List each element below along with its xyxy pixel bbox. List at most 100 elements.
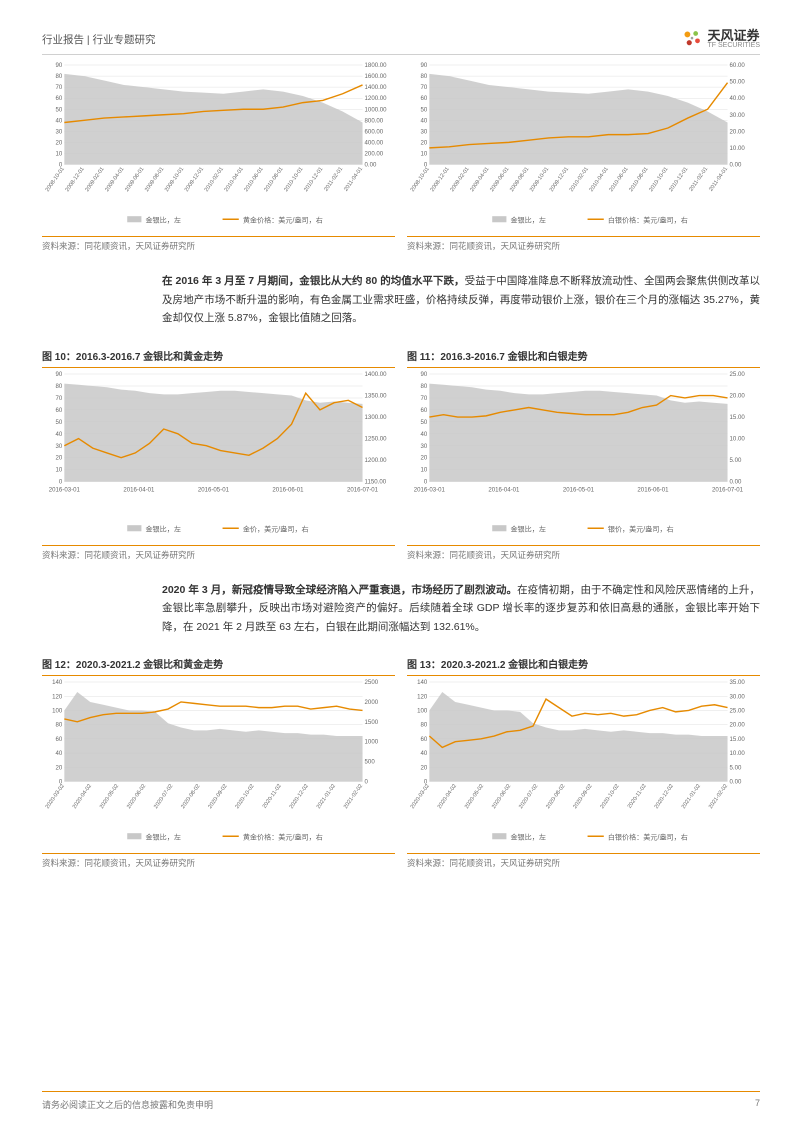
svg-text:2010-02-01: 2010-02-01 — [569, 166, 590, 193]
svg-text:2008-10-01: 2008-10-01 — [45, 166, 66, 193]
breadcrumb: 行业报告 | 行业专题研究 — [42, 32, 156, 47]
svg-text:2016-03-01: 2016-03-01 — [49, 486, 81, 493]
paragraph-1: 在 2016 年 3 月至 7 月期间，金银比从大约 80 的均值水平下跌，受益… — [42, 272, 760, 327]
svg-text:70: 70 — [421, 395, 428, 402]
svg-text:25.00: 25.00 — [730, 371, 746, 378]
svg-text:2009-04-01: 2009-04-01 — [104, 166, 125, 193]
svg-text:2020-03-02: 2020-03-02 — [45, 783, 66, 810]
svg-text:40.00: 40.00 — [730, 95, 746, 102]
chart-c12: 0204060801001201400500100015002000250020… — [42, 678, 395, 851]
svg-text:2020-10-02: 2020-10-02 — [599, 783, 620, 810]
svg-text:2021-01-02: 2021-01-02 — [316, 783, 337, 810]
svg-text:60.00: 60.00 — [730, 62, 746, 69]
svg-text:120: 120 — [52, 693, 63, 700]
svg-text:2016-04-01: 2016-04-01 — [123, 486, 155, 493]
svg-text:20.00: 20.00 — [730, 722, 746, 729]
svg-text:80: 80 — [56, 73, 63, 80]
svg-text:2021-01-02: 2021-01-02 — [681, 783, 702, 810]
svg-text:2009-02-01: 2009-02-01 — [84, 166, 105, 193]
svg-text:40: 40 — [56, 750, 63, 757]
chart-c8-source: 资料来源：同花顺资讯，天风证券研究所 — [42, 236, 395, 252]
svg-text:2020-12-02: 2020-12-02 — [289, 783, 310, 810]
svg-text:60: 60 — [56, 406, 63, 413]
svg-text:20.00: 20.00 — [730, 392, 746, 399]
svg-text:2020-05-02: 2020-05-02 — [464, 783, 485, 810]
svg-text:1200.00: 1200.00 — [365, 457, 388, 464]
svg-text:30: 30 — [421, 442, 428, 449]
svg-text:2020-12-02: 2020-12-02 — [654, 783, 675, 810]
svg-text:30.00: 30.00 — [730, 693, 746, 700]
svg-text:60: 60 — [421, 95, 428, 102]
svg-text:25.00: 25.00 — [730, 708, 746, 715]
svg-text:50: 50 — [421, 418, 428, 425]
footer-disclaimer: 请务必阅读正文之后的信息披露和免责申明 — [42, 1098, 213, 1111]
svg-text:1350.00: 1350.00 — [365, 392, 388, 399]
svg-text:白银价格：美元/盎司，右: 白银价格：美元/盎司，右 — [608, 215, 688, 224]
svg-text:1500: 1500 — [365, 719, 379, 726]
svg-text:10: 10 — [421, 150, 428, 157]
svg-text:0.00: 0.00 — [730, 779, 742, 786]
svg-text:20: 20 — [56, 139, 63, 146]
svg-text:2009-10-01: 2009-10-01 — [529, 166, 550, 193]
svg-text:80: 80 — [56, 383, 63, 390]
svg-text:1800.00: 1800.00 — [365, 62, 388, 69]
svg-text:2008-12-01: 2008-12-01 — [65, 166, 86, 193]
logo: 天风证券 TF SECURITIES — [681, 28, 760, 50]
svg-text:2011-04-01: 2011-04-01 — [708, 166, 729, 192]
svg-text:30: 30 — [56, 128, 63, 135]
svg-text:1250.00: 1250.00 — [365, 435, 388, 442]
chart-c8: 01020304050607080900.00200.00400.00600.0… — [42, 61, 395, 234]
para2-bold: 2020 年 3 月，新冠疫情导致全球经济陷入严重衰退，市场经历了剧烈波动。 — [162, 584, 517, 596]
svg-text:15.00: 15.00 — [730, 414, 746, 421]
svg-text:2009-04-01: 2009-04-01 — [469, 166, 490, 193]
svg-text:2020-07-02: 2020-07-02 — [153, 783, 174, 810]
svg-text:600.00: 600.00 — [365, 128, 384, 135]
svg-text:5.00: 5.00 — [730, 457, 742, 464]
svg-text:30.00: 30.00 — [730, 112, 746, 119]
svg-text:20: 20 — [421, 764, 428, 771]
svg-text:2020-05-02: 2020-05-02 — [99, 783, 120, 810]
svg-text:10.00: 10.00 — [730, 145, 746, 152]
svg-text:2010-06-01: 2010-06-01 — [244, 166, 265, 193]
svg-text:2010-08-01: 2010-08-01 — [263, 166, 284, 193]
chart-c10-source: 资料来源：同花顺资讯，天风证券研究所 — [42, 545, 395, 561]
svg-text:0.00: 0.00 — [365, 161, 377, 168]
logo-text-en: TF SECURITIES — [707, 42, 760, 49]
svg-text:2009-10-01: 2009-10-01 — [164, 166, 185, 193]
svg-text:50: 50 — [56, 418, 63, 425]
svg-text:80: 80 — [421, 722, 428, 729]
svg-text:2010-12-01: 2010-12-01 — [303, 166, 324, 193]
svg-text:2021-02-02: 2021-02-02 — [708, 783, 729, 810]
svg-text:20: 20 — [56, 764, 63, 771]
svg-text:白银价格：美元/盎司，右: 白银价格：美元/盎司，右 — [608, 832, 688, 841]
svg-text:2009-02-01: 2009-02-01 — [449, 166, 470, 193]
svg-text:金银比，左: 金银比，左 — [510, 524, 545, 533]
svg-text:40: 40 — [56, 430, 63, 437]
svg-text:2021-02-02: 2021-02-02 — [343, 783, 364, 810]
logo-text-cn: 天风证券 — [707, 29, 760, 42]
svg-text:20: 20 — [421, 139, 428, 146]
svg-text:10.00: 10.00 — [730, 435, 746, 442]
svg-text:2020-08-02: 2020-08-02 — [545, 783, 566, 810]
svg-text:60: 60 — [56, 736, 63, 743]
svg-text:140: 140 — [52, 679, 63, 686]
svg-text:100: 100 — [417, 708, 428, 715]
svg-text:金银比，左: 金银比，左 — [510, 832, 545, 841]
svg-text:金银比，左: 金银比，左 — [145, 215, 180, 224]
svg-text:50: 50 — [56, 106, 63, 113]
page-header: 行业报告 | 行业专题研究 天风证券 TF SECURITIES — [42, 28, 760, 55]
svg-text:70: 70 — [421, 84, 428, 91]
svg-text:120: 120 — [417, 693, 428, 700]
svg-text:2020-06-02: 2020-06-02 — [126, 783, 147, 810]
svg-text:2016-03-01: 2016-03-01 — [414, 486, 446, 493]
svg-text:2009-08-01: 2009-08-01 — [509, 166, 530, 193]
chart-13-title: 图 13：2020.3-2021.2 金银比和白银走势 — [407, 656, 760, 671]
svg-text:40: 40 — [421, 750, 428, 757]
chart-12-title: 图 12：2020.3-2021.2 金银比和黄金走势 — [42, 656, 395, 671]
svg-text:10: 10 — [421, 466, 428, 473]
chart-c13-source: 资料来源：同花顺资讯，天风证券研究所 — [407, 853, 760, 869]
svg-text:0.00: 0.00 — [730, 161, 742, 168]
svg-text:2020-06-02: 2020-06-02 — [491, 783, 512, 810]
svg-text:200.00: 200.00 — [365, 150, 384, 157]
chart-11-title: 图 11：2016.3-2016.7 金银比和白银走势 — [407, 348, 760, 363]
